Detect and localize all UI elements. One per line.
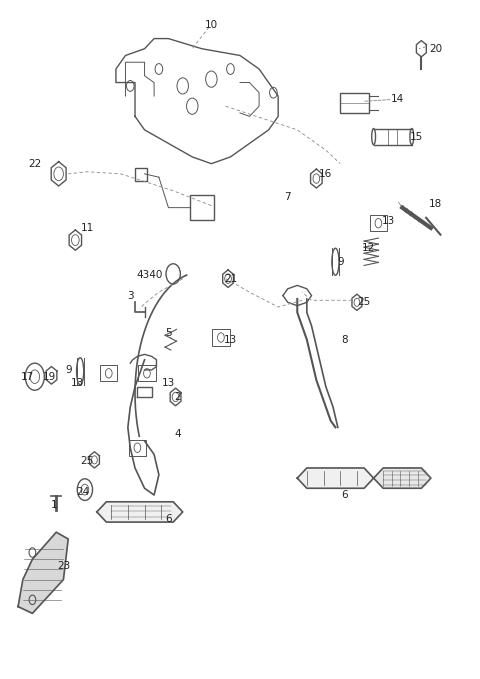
Text: 20: 20 xyxy=(429,43,442,54)
Text: 13: 13 xyxy=(381,216,395,226)
Text: 15: 15 xyxy=(410,132,423,142)
Text: 14: 14 xyxy=(391,94,404,105)
Text: 1: 1 xyxy=(50,500,57,510)
Polygon shape xyxy=(373,468,431,488)
Text: 6: 6 xyxy=(342,490,348,500)
Polygon shape xyxy=(297,468,373,488)
Text: 17: 17 xyxy=(21,371,34,382)
Text: 6: 6 xyxy=(165,514,172,524)
Text: 5: 5 xyxy=(165,328,172,337)
Text: 3: 3 xyxy=(127,291,133,301)
Text: 7: 7 xyxy=(285,192,291,202)
Text: 11: 11 xyxy=(81,223,94,233)
Text: 23: 23 xyxy=(57,561,70,571)
Text: 4340: 4340 xyxy=(136,270,163,280)
Text: 18: 18 xyxy=(429,199,442,209)
Text: 10: 10 xyxy=(205,20,218,30)
Text: 4: 4 xyxy=(175,429,181,439)
Text: 13: 13 xyxy=(162,378,175,388)
Text: 13: 13 xyxy=(71,378,84,388)
Text: 25: 25 xyxy=(81,456,94,466)
Text: 13: 13 xyxy=(224,335,237,344)
Polygon shape xyxy=(18,532,68,613)
Text: 9: 9 xyxy=(65,365,72,375)
Text: 21: 21 xyxy=(224,274,237,284)
Polygon shape xyxy=(97,502,183,522)
Text: 9: 9 xyxy=(337,257,344,267)
Text: 25: 25 xyxy=(358,297,371,308)
Text: 16: 16 xyxy=(319,169,333,179)
Text: 24: 24 xyxy=(76,487,89,496)
Text: 12: 12 xyxy=(362,243,375,253)
Text: 22: 22 xyxy=(28,159,41,168)
Text: 8: 8 xyxy=(342,335,348,344)
Text: 19: 19 xyxy=(43,371,56,382)
Text: 2: 2 xyxy=(175,392,181,402)
